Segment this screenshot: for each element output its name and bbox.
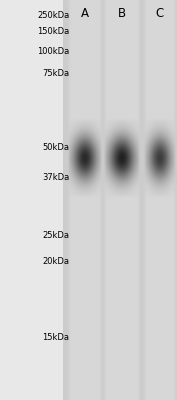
Text: 75kDa: 75kDa — [42, 69, 70, 78]
Text: 50kDa: 50kDa — [42, 143, 70, 152]
Text: 20kDa: 20kDa — [42, 258, 70, 266]
Text: A: A — [81, 7, 89, 20]
Text: 250kDa: 250kDa — [37, 12, 70, 20]
Text: 25kDa: 25kDa — [42, 232, 70, 240]
Text: 100kDa: 100kDa — [37, 48, 70, 56]
Text: 150kDa: 150kDa — [37, 27, 70, 36]
Text: C: C — [155, 7, 163, 20]
Text: 15kDa: 15kDa — [42, 334, 70, 342]
Text: 37kDa: 37kDa — [42, 174, 70, 182]
Text: B: B — [118, 7, 126, 20]
